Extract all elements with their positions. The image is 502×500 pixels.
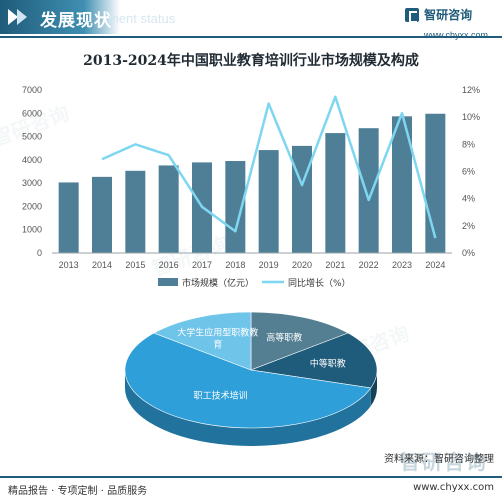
header-divider (0, 36, 502, 38)
pie-label: 中等职教 (310, 357, 346, 369)
source-note: 资料来源：智研咨询整理 (384, 454, 494, 465)
x-tick-2017: 2017 (192, 260, 212, 270)
bar-2019 (258, 150, 279, 253)
x-tick-2014: 2014 (92, 260, 112, 270)
chart-title: 2013-2024年中国职业教育培训行业市场规模及构成 (83, 53, 419, 69)
brand-watermark: 智研咨询 (400, 450, 488, 474)
footer-divider (0, 476, 502, 478)
arrow-icon (8, 9, 18, 25)
y-left-tick: 3000 (22, 178, 42, 188)
y-left-tick: 1000 (22, 225, 42, 235)
x-tick-2018: 2018 (225, 260, 245, 270)
y-left-tick: 5000 (22, 132, 42, 142)
bar-2014 (92, 176, 112, 253)
footer-url[interactable]: www.chyxx.com (413, 482, 494, 493)
footer-slogan: 精品报告 · 专项定制 · 品质服务 (8, 486, 148, 497)
brand-name: 智研咨询 (424, 8, 473, 22)
pie-slice-高等职教 (250, 311, 349, 371)
bar-2023 (392, 116, 412, 253)
y-right-tick: 4% (462, 194, 475, 204)
brand-logo-icon (404, 7, 419, 23)
y-left-tick: 7000 (22, 85, 42, 95)
x-tick-2013: 2013 (59, 260, 79, 270)
footer: 精品报告 · 专项定制 · 品质服务 www.chyxx.com (0, 476, 502, 500)
y-right-tick: 2% (462, 221, 475, 231)
y-right-tick: 6% (462, 167, 475, 177)
pie-label: 职工技术培训 (194, 389, 248, 401)
legend-label-line: 同比增长（%） (288, 277, 351, 289)
pie-label: 高等职教 (266, 331, 302, 343)
bar-2013 (58, 182, 79, 253)
pie-slice-职工技术培训 (124, 332, 372, 429)
x-tick-2020: 2020 (292, 260, 312, 270)
bar-2022 (358, 128, 379, 253)
bar-2016 (158, 165, 179, 253)
legend-label-bar: 市场规模（亿元） (182, 277, 254, 289)
pie-side-中等职教 (370, 370, 377, 406)
y-right-tick: 0% (462, 248, 475, 258)
y-left-tick: 4000 (22, 155, 42, 165)
header-bar: 发展现状 ment status 智研咨询 www.chyxx.com (0, 0, 502, 40)
bar-2018 (225, 161, 246, 253)
x-tick-2015: 2015 (125, 260, 145, 270)
y-left-tick: 0 (37, 248, 42, 258)
y-right-tick: 10% (462, 112, 480, 122)
y-left-tick: 2000 (22, 201, 42, 211)
x-tick-2022: 2022 (359, 260, 379, 270)
arrow-icon-secondary (17, 9, 27, 25)
x-tick-2016: 2016 (159, 260, 179, 270)
bar-2015 (125, 170, 146, 253)
legend-swatch-bar (158, 278, 178, 286)
pie-slice-中等职教 (249, 332, 378, 389)
pie-label: 大学生应用型职教教 (177, 326, 258, 338)
bar-2021 (325, 133, 346, 253)
brand-block[interactable]: 智研咨询 www.chyxx.com (404, 4, 488, 42)
y-right-tick: 12% (462, 85, 480, 95)
pie-slice-大学生应用型职教教育 (153, 311, 252, 371)
section-subtitle: ment status (108, 11, 176, 26)
brand-url[interactable]: www.chyxx.com (423, 30, 488, 40)
pie-side-职工技术培训 (125, 370, 371, 447)
pie-label-cont: 育 (213, 338, 222, 350)
y-right-tick: 8% (462, 139, 475, 149)
x-tick-2019: 2019 (259, 260, 279, 270)
x-tick-2021: 2021 (325, 260, 345, 270)
x-tick-2024: 2024 (425, 260, 445, 270)
section-title: 发展现状 (40, 11, 112, 31)
x-tick-2023: 2023 (392, 260, 412, 270)
combo-chart: 0 1000 2000 3000 4000 5000 6000 7000 0% 2% 4% 6% 8%… (22, 85, 480, 289)
y-left-tick: 6000 (22, 108, 42, 118)
